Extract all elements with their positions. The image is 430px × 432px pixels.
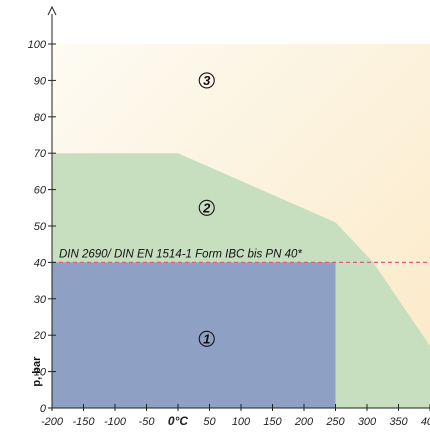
x-tick-label--200: -200 (41, 416, 64, 428)
x-tick-label-200: 200 (294, 416, 314, 428)
y-tick-label-70: 70 (34, 148, 47, 160)
x-tick-label-100: 100 (232, 416, 251, 428)
x-tick-label-250: 250 (325, 416, 345, 428)
labels-layer: DIN 2690/ DIN EN 1514-1 Form IBC bis PN … (28, 39, 430, 428)
x-tick-label-400: 400 (421, 416, 430, 428)
y-tick-label-90: 90 (34, 75, 47, 87)
y-tick-label-20: 20 (33, 330, 47, 342)
axes-layer (47, 5, 430, 411)
x-tick-label-0: 0°C (168, 414, 188, 428)
zone-circle-2 (198, 199, 215, 216)
x-tick-label-350: 350 (389, 416, 408, 428)
x-tick-label--50: -50 (139, 416, 156, 428)
y-axis-title: p, bar (31, 356, 43, 387)
y-tick-label-40: 40 (34, 257, 47, 269)
x-tick-label-300: 300 (358, 416, 377, 428)
y-tick-label-100: 100 (28, 39, 47, 51)
zone-label-1: 1 (203, 331, 210, 346)
y-tick-label-60: 60 (34, 185, 47, 197)
regions-layer (52, 44, 430, 408)
x-tick-label--100: -100 (104, 416, 127, 428)
y-tick-label-10: 10 (34, 367, 47, 379)
up-arrow-icon (47, 5, 57, 16)
y-tick-label-80: 80 (34, 112, 47, 124)
y-tick-label-30: 30 (34, 294, 47, 306)
zone-label-2: 2 (202, 200, 211, 215)
x-tick-label--150: -150 (72, 416, 95, 428)
x-tick-label-50: 50 (203, 416, 216, 428)
zone-circle-1 (198, 330, 215, 347)
zone-label-3: 3 (203, 73, 211, 88)
x-tick-label-150: 150 (263, 416, 282, 428)
reference-line-label: DIN 2690/ DIN EN 1514-1 Form IBC bis PN … (59, 248, 302, 260)
y-tick-label-0: 0 (40, 403, 47, 415)
zone-circle-3 (198, 72, 215, 89)
y-tick-label-50: 50 (34, 221, 47, 233)
region-1 (52, 262, 336, 408)
